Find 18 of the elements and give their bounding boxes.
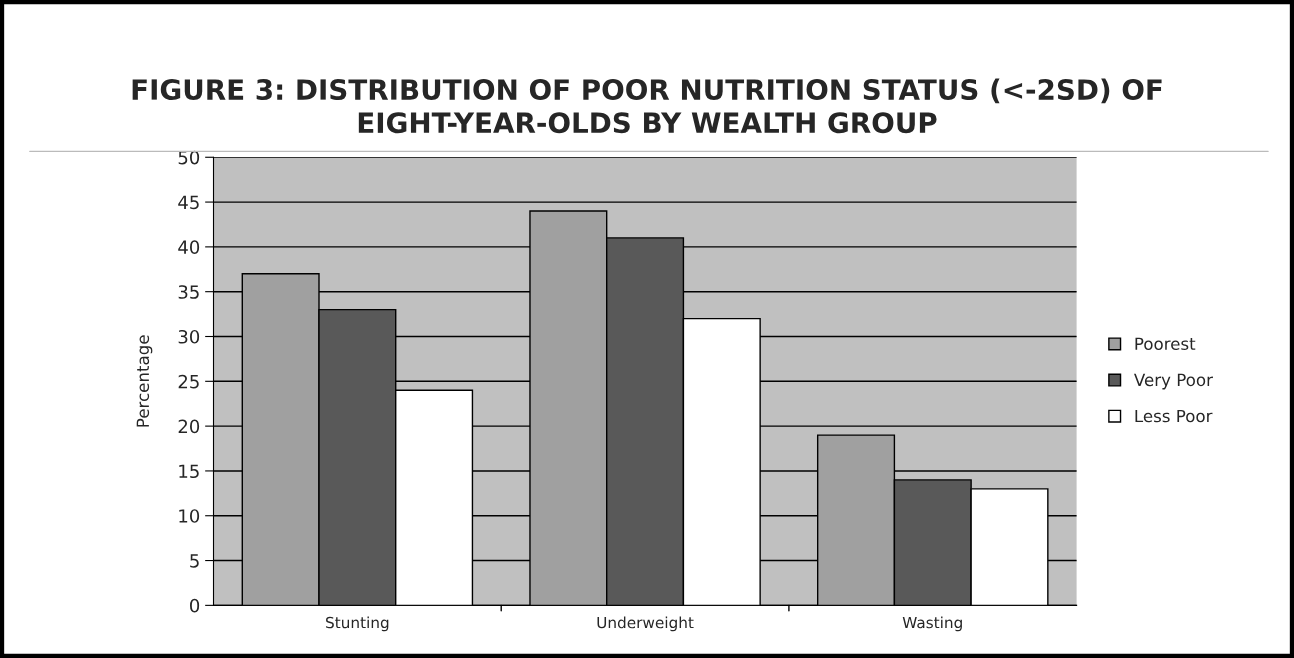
y-tick-label: 40 <box>178 240 200 254</box>
y-tick-label: 30 <box>178 329 200 344</box>
y-tick-label: 5 <box>190 554 199 568</box>
x-tick-label: Wasting <box>902 616 962 632</box>
y-tick-label: 45 <box>178 195 199 210</box>
y-tick-label: 15 <box>179 464 199 479</box>
legend-label: Less Poor <box>1135 409 1213 423</box>
x-tick-label: Underweight <box>597 616 694 632</box>
y-tick-label: 35 <box>178 285 199 299</box>
legend-label: Very Poor <box>1134 373 1213 390</box>
y-tick-label: 20 <box>178 419 200 434</box>
x-tick-label: Stunting <box>326 616 389 632</box>
y-tick-label: 10 <box>179 509 200 523</box>
chart-title: FIGURE 3: DISTRIBUTION OF POOR NUTRITION STATUS (<-2SD) OF EIGHT-YEAR-OLDS BY WEALTH GROUP <box>132 78 1162 134</box>
legend-label: Poorest <box>1135 337 1196 351</box>
y-axis-title: Percentage <box>136 335 153 427</box>
y-tick-label: 0 <box>190 598 200 613</box>
y-tick-label: 25 <box>178 374 199 389</box>
